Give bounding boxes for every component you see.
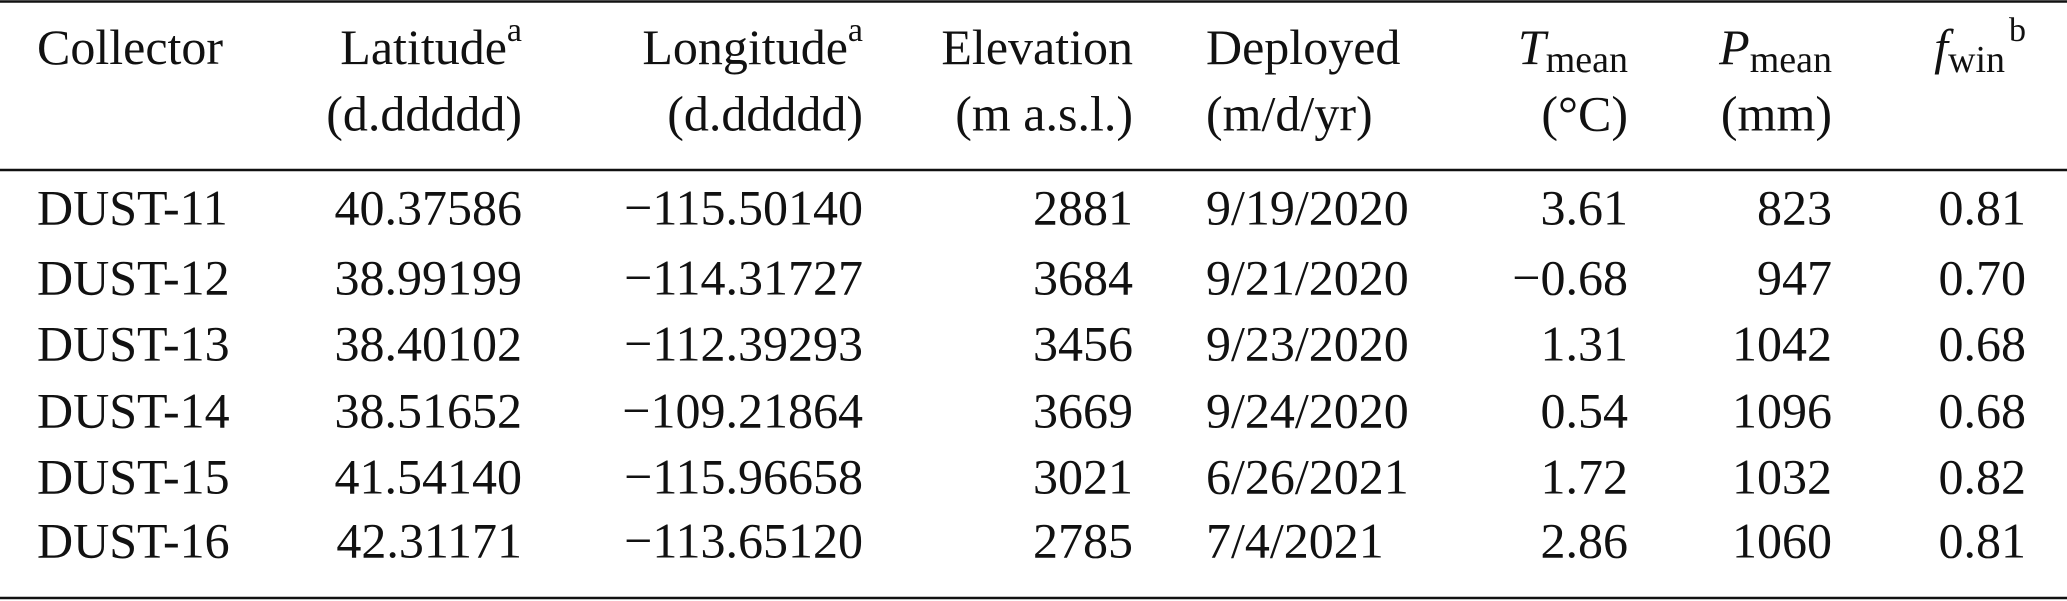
table-cell: 1.72	[1541, 448, 1629, 504]
header-subscript: mean	[1546, 39, 1628, 81]
table-cell: 2.86	[1541, 512, 1629, 568]
table-cell: −115.96658	[624, 448, 863, 504]
table-cell: −112.39293	[624, 315, 863, 371]
table-cell: 9/19/2020	[1206, 179, 1409, 235]
table-cell: 1060	[1732, 512, 1832, 568]
table-cell: −109.21864	[622, 382, 863, 438]
table-cell: −113.65120	[624, 512, 863, 568]
column-header: Longitudea	[642, 12, 863, 76]
header-label: Deployed	[1206, 19, 1400, 75]
table-cell: 3021	[1033, 448, 1133, 504]
header-unit: (mm)	[1721, 85, 1832, 141]
table-cell: 3684	[1033, 249, 1133, 305]
header-subscript: mean	[1750, 39, 1832, 81]
table-cell: 2881	[1033, 179, 1133, 235]
table-cell: DUST-14	[37, 382, 230, 438]
table-cell: 9/23/2020	[1206, 315, 1409, 371]
table-cell: 1032	[1732, 448, 1832, 504]
table-cell: 3669	[1033, 382, 1133, 438]
header-label: Collector	[37, 19, 223, 75]
column-header: Pmean	[1718, 19, 1832, 80]
header-label: Latitude	[340, 19, 507, 75]
table-cell: 38.99199	[335, 249, 523, 305]
table-cell: 9/21/2020	[1206, 249, 1409, 305]
header-unit: (m a.s.l.)	[955, 85, 1133, 141]
header-symbol: P	[1718, 19, 1750, 75]
header-label: Elevation	[941, 19, 1133, 75]
table-cell: 0.54	[1541, 382, 1629, 438]
header-superscript: b	[2009, 12, 2026, 49]
table-cell: 1.31	[1541, 315, 1629, 371]
table-cell: 0.68	[1939, 382, 2027, 438]
table-cell: 0.70	[1939, 249, 2027, 305]
header-unit: (m/d/yr)	[1206, 85, 1373, 141]
table-cell: DUST-15	[37, 448, 230, 504]
table-cell: 40.37586	[335, 179, 523, 235]
table-cell: 0.68	[1939, 315, 2027, 371]
header-superscript: a	[848, 12, 863, 49]
table-cell: 42.31171	[336, 512, 522, 568]
table-cell: 3.61	[1541, 179, 1629, 235]
table-cell: DUST-12	[37, 249, 230, 305]
table-cell: DUST-11	[37, 179, 228, 235]
table-cell: 0.81	[1939, 512, 2027, 568]
table-cell: 2785	[1033, 512, 1133, 568]
table-cell: 1096	[1732, 382, 1832, 438]
table-cell: 0.81	[1939, 179, 2027, 235]
header-unit: (d.ddddd)	[326, 85, 522, 141]
table-cell: 823	[1757, 179, 1832, 235]
column-header: Deployed	[1206, 19, 1400, 75]
column-header: Collector	[37, 19, 223, 75]
header-subscript: win	[1948, 39, 2005, 81]
table-cell: 38.40102	[335, 315, 523, 371]
table-cell: 41.54140	[335, 448, 523, 504]
header-unit: (°C)	[1541, 85, 1628, 141]
column-header: Latitudea	[340, 12, 522, 76]
column-header: fwinb	[1934, 12, 2026, 81]
table-cell: 947	[1757, 249, 1832, 305]
table-cell: 38.51652	[335, 382, 523, 438]
table-cell: 1042	[1732, 315, 1832, 371]
column-header: Elevation	[941, 19, 1133, 75]
column-header: Tmean	[1518, 19, 1628, 80]
table-cell: 6/26/2021	[1206, 448, 1409, 504]
header-symbol: T	[1518, 19, 1549, 75]
table-cell: 9/24/2020	[1206, 382, 1409, 438]
table-cell: 3456	[1033, 315, 1133, 371]
header-label: Longitude	[642, 19, 848, 75]
header-superscript: a	[507, 12, 522, 49]
table-cell: DUST-16	[37, 512, 230, 568]
table-cell: −114.31727	[624, 249, 863, 305]
table-cell: 7/4/2021	[1206, 512, 1384, 568]
table-cell: 0.82	[1939, 448, 2027, 504]
table-cell: DUST-13	[37, 315, 230, 371]
table-cell: −115.50140	[624, 179, 863, 235]
header-unit: (d.ddddd)	[667, 85, 863, 141]
table-cell: −0.68	[1512, 249, 1628, 305]
